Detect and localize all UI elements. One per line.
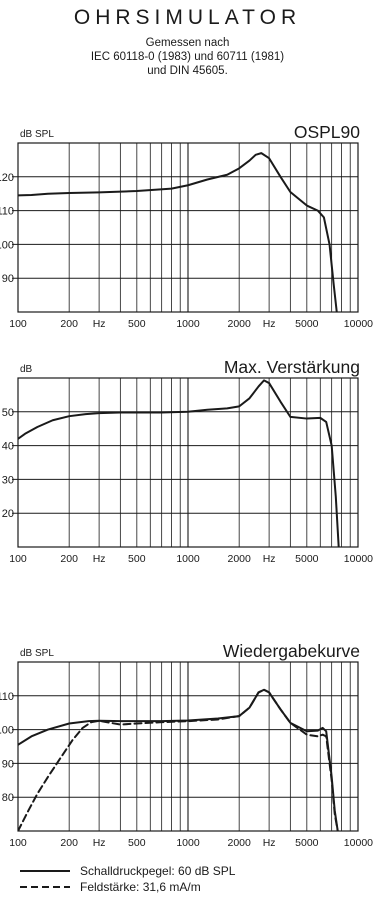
y-tick-label: 110 xyxy=(0,691,14,703)
series-line-solid xyxy=(18,688,339,831)
x-tick-label: 500 xyxy=(128,553,146,565)
x-tick-label: 10000 xyxy=(344,553,373,565)
x-tick-label: 500 xyxy=(128,837,146,849)
legend-solid-swatch xyxy=(20,870,70,872)
unit-label: dB SPL xyxy=(20,129,54,140)
chart-title: Max. Verstärkung xyxy=(224,357,360,377)
x-tick-label: 5000 xyxy=(295,553,319,565)
x-tick-label: 500 xyxy=(128,318,146,330)
x-tick-label: 100 xyxy=(9,553,27,565)
x-tick-label: Hz xyxy=(263,837,276,849)
series-line-solid xyxy=(18,152,338,312)
y-tick-label: 110 xyxy=(0,206,14,218)
x-tick-label: 1000 xyxy=(176,318,200,330)
x-tick-label: 5000 xyxy=(295,318,319,330)
y-tick-label: 100 xyxy=(0,239,14,251)
chart-2: 20 30 40 50 100 200 Hz 500 1000 2000 Hz 5000 10000 dB… xyxy=(2,357,373,565)
x-tick-label: 10000 xyxy=(344,837,373,849)
x-tick-label: Hz xyxy=(93,837,106,849)
y-tick-label: 20 xyxy=(2,508,14,520)
unit-label: dB SPL xyxy=(20,648,54,659)
x-tick-label: 10000 xyxy=(344,318,373,330)
y-tick-label: 90 xyxy=(2,758,14,770)
y-tick-label: 100 xyxy=(0,725,14,737)
x-tick-label: 1000 xyxy=(176,837,200,849)
y-tick-label: 90 xyxy=(2,273,14,285)
plot-frame xyxy=(17,377,359,548)
x-tick-label: 2000 xyxy=(227,837,251,849)
x-tick-label: 2000 xyxy=(227,553,251,565)
subtitle-line-3: und DIN 45605. xyxy=(147,65,228,77)
unit-label: dB xyxy=(20,364,33,375)
x-tick-label: 200 xyxy=(60,837,78,849)
series-line-dashed xyxy=(18,688,339,831)
legend-label-dashed: Feldstärke: 31,6 mA/m xyxy=(80,880,201,894)
chart-3: 80 90 100 110 100 200 Hz 500 1000 2000 Hz 5000 10000… xyxy=(0,641,373,849)
x-tick-label: Hz xyxy=(93,553,106,565)
x-tick-label: 1000 xyxy=(176,553,200,565)
x-tick-label: 5000 xyxy=(295,837,319,849)
x-tick-label: 2000 xyxy=(227,318,251,330)
x-tick-label: 200 xyxy=(60,318,78,330)
y-tick-label: 120 xyxy=(0,172,14,184)
legend-item-solid: Schalldruckpegel: 60 dB SPL xyxy=(18,864,358,878)
legend-label-solid: Schalldruckpegel: 60 dB SPL xyxy=(80,864,236,878)
x-tick-label: 100 xyxy=(9,318,27,330)
chart-title: Wiedergabekurve xyxy=(223,641,360,661)
x-tick-label: Hz xyxy=(263,553,276,565)
x-tick-label: 200 xyxy=(60,553,78,565)
x-tick-label: Hz xyxy=(263,318,276,330)
y-tick-label: 30 xyxy=(2,474,14,486)
plot-frame xyxy=(17,142,359,313)
x-tick-label: 100 xyxy=(9,837,27,849)
chart-1: 90 100 110 120 100 200 Hz 500 1000 2000 Hz 5000 1000… xyxy=(0,122,373,330)
y-tick-label: 50 xyxy=(2,407,14,419)
legend-dashed-swatch xyxy=(20,886,70,888)
chart-title: OSPL90 xyxy=(294,122,360,142)
page-title: OHRSIMULATOR xyxy=(73,6,302,29)
subtitle-line-2: IEC 60118-0 (1983) und 60711 (1981) xyxy=(90,51,285,63)
subtitle-line-1: Gemessen nach xyxy=(145,37,230,49)
x-tick-label: Hz xyxy=(93,318,106,330)
legend-item-dashed: Feldstärke: 31,6 mA/m xyxy=(18,880,358,894)
plot-frame xyxy=(17,661,359,832)
series-line-solid xyxy=(18,379,340,547)
y-tick-label: 80 xyxy=(2,792,14,804)
y-tick-label: 40 xyxy=(2,441,14,453)
